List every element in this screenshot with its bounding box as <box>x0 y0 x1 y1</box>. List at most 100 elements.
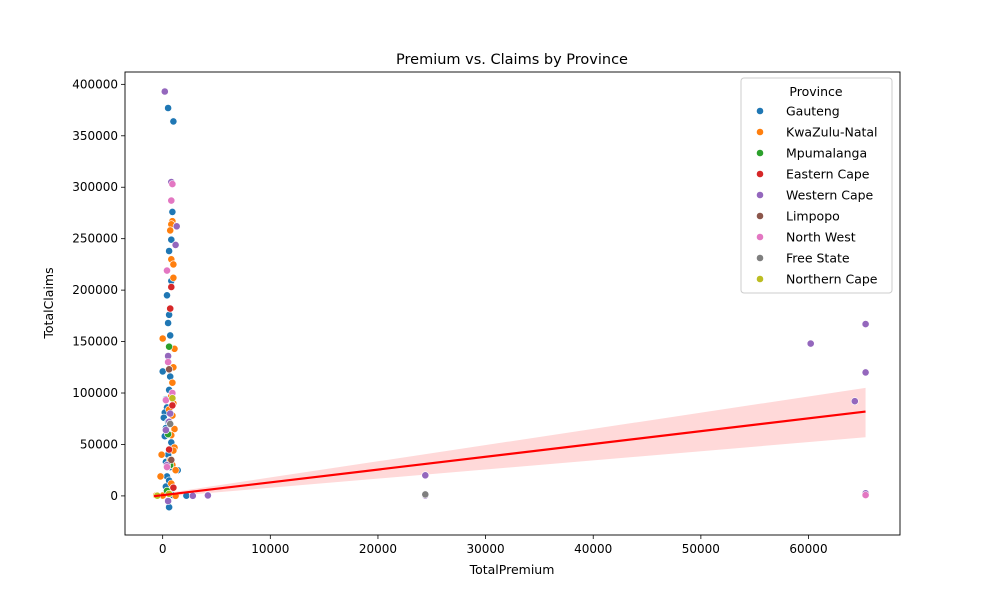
legend-entry-limpopo: Limpopo <box>756 209 840 224</box>
data-point <box>167 235 176 244</box>
data-point <box>164 319 172 327</box>
data-point <box>164 358 172 366</box>
legend-marker <box>756 275 764 283</box>
y-tick-label: 0 <box>110 489 118 503</box>
data-point <box>188 491 197 500</box>
legend-label: Western Cape <box>786 188 874 203</box>
data-point <box>203 491 212 500</box>
y-tick-label: 350000 <box>72 129 118 143</box>
y-tick-label: 250000 <box>72 232 118 246</box>
data-point <box>168 378 177 387</box>
confidence-band-layer <box>154 387 866 498</box>
data-point <box>169 117 178 126</box>
legend-label: Northern Cape <box>786 272 878 287</box>
legend-entry-north-west: North West <box>756 230 856 245</box>
data-point <box>164 104 172 112</box>
legend-entry-free-state: Free State <box>756 251 850 266</box>
x-tick-label: 50000 <box>682 542 720 556</box>
y-tick-label: 100000 <box>72 386 118 400</box>
data-point <box>850 397 859 406</box>
data-point <box>421 471 430 480</box>
data-point <box>861 491 870 499</box>
legend-marker <box>756 254 764 262</box>
legend-box <box>740 77 893 294</box>
data-point <box>421 490 430 499</box>
legend-label: North West <box>786 230 856 245</box>
data-point <box>169 483 178 492</box>
data-point <box>167 196 176 205</box>
legend-entry-kwazulu-natal: KwaZulu-Natal <box>756 125 878 140</box>
x-tick-label: 10000 <box>251 542 289 556</box>
points-layer <box>152 87 870 512</box>
legend-marker <box>756 107 764 115</box>
legend: Province Gauteng KwaZulu-Natal Mpumalanga E… <box>740 77 893 294</box>
data-point <box>165 342 173 351</box>
regression-line <box>153 410 866 498</box>
legend-label: Mpumalanga <box>786 146 867 161</box>
data-point <box>168 401 177 410</box>
y-tick-label: 300000 <box>72 180 118 194</box>
data-point <box>158 367 167 376</box>
legend-entry-mpumalanga: Mpumalanga <box>756 146 867 161</box>
confidence-band <box>154 387 866 498</box>
legend-label: Limpopo <box>786 209 840 224</box>
y-tick-label: 50000 <box>80 437 118 451</box>
series-free-state <box>166 419 430 499</box>
data-point <box>169 273 178 282</box>
x-tick-label: 60000 <box>789 542 827 556</box>
data-point <box>157 450 166 459</box>
data-point <box>171 466 180 475</box>
data-point <box>163 291 171 300</box>
data-point <box>156 472 165 481</box>
y-tick-label: 400000 <box>72 77 118 91</box>
data-point <box>172 222 181 231</box>
series-eastern-cape <box>165 283 178 492</box>
x-tick-label: 30000 <box>466 542 504 556</box>
x-axis-ticks: 0 10000 20000 30000 40000 50000 60000 <box>159 535 828 556</box>
legend-label: Eastern Cape <box>786 167 870 182</box>
legend-entry-western-cape: Western Cape <box>756 188 874 203</box>
x-tick-label: 40000 <box>574 542 612 556</box>
legend-marker <box>756 191 764 199</box>
data-point <box>161 396 170 405</box>
regression-line-layer <box>153 410 866 498</box>
legend-marker <box>756 233 764 241</box>
data-point <box>861 368 870 377</box>
data-point <box>165 365 173 374</box>
legend-entry-gauteng: Gauteng <box>756 104 840 119</box>
legend-label: KwaZulu-Natal <box>786 125 878 140</box>
legend-label: Gauteng <box>786 104 840 119</box>
x-tick-label: 20000 <box>359 542 397 556</box>
data-point <box>158 334 167 343</box>
data-point <box>163 266 171 275</box>
data-point <box>164 497 172 505</box>
legend-entries: Gauteng KwaZulu-Natal Mpumalanga Eastern Ca… <box>756 104 878 287</box>
y-axis-ticks: 0 50000 100000 150000 200000 250000 300000 3500… <box>72 77 125 503</box>
legend-marker <box>756 212 764 220</box>
x-tick-label: 0 <box>159 542 167 556</box>
data-point <box>169 260 178 269</box>
chart-title: Premium vs. Claims by Province <box>396 52 628 68</box>
y-tick-label: 200000 <box>72 283 118 297</box>
data-point <box>806 339 815 348</box>
data-point <box>161 426 170 434</box>
data-point <box>171 240 180 249</box>
data-point <box>168 394 177 403</box>
data-point <box>166 226 175 235</box>
data-point <box>166 419 175 428</box>
legend-entry-eastern-cape: Eastern Cape <box>756 167 870 182</box>
data-point <box>165 445 173 454</box>
data-point <box>163 463 171 471</box>
data-point <box>166 409 175 418</box>
data-point <box>168 207 177 216</box>
data-point <box>165 247 173 255</box>
y-tick-label: 150000 <box>72 335 118 349</box>
data-point <box>170 425 179 433</box>
data-point <box>168 180 177 188</box>
legend-marker <box>756 128 764 136</box>
legend-label: Free State <box>786 251 850 266</box>
plot-frame <box>124 71 901 536</box>
data-point <box>167 455 176 464</box>
legend-marker <box>756 170 764 178</box>
